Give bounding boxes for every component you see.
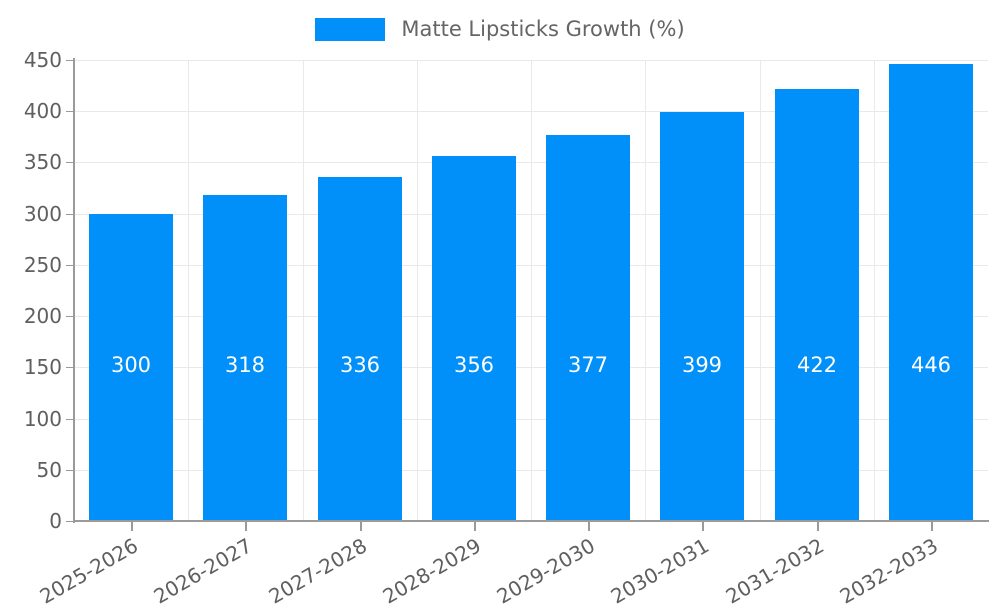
x-axis-tick [588,522,590,531]
y-axis-line [73,58,75,523]
y-axis-tick-label: 400 [23,99,62,124]
bar-value-label: 422 [796,353,838,377]
y-axis-tick-label: 0 [49,509,62,533]
x-axis-tick-label: 2027-2028 [264,533,371,609]
x-axis-tick-label: 2029-2030 [492,533,600,609]
gridline-vertical [645,60,646,521]
x-axis-line [73,520,989,522]
x-axis-tick [702,522,704,531]
y-axis-tick-label: 100 [23,406,62,431]
x-axis-tick-label: 2031-2032 [721,533,828,609]
y-axis-tick-label: 250 [23,252,62,277]
gridline-vertical [874,60,875,521]
bar-value-label: 318 [224,353,266,377]
x-axis-tick [474,522,476,531]
bar[interactable]: 422 [775,89,859,521]
bar[interactable]: 318 [203,195,287,521]
bar[interactable]: 300 [89,214,173,521]
x-axis-tick-label: 2030-2031 [606,533,714,609]
legend-color-swatch [315,17,386,41]
x-axis-tick-label: 2026-2027 [149,533,257,609]
bar-value-label: 399 [681,353,723,377]
y-axis-tick [66,213,74,215]
y-axis-tick-label: 450 [23,48,62,72]
plot-area: 300 318 336 356 377 399 422 446 [74,60,988,522]
x-axis-tick [931,522,933,531]
x-axis-tick [131,522,133,531]
x-axis-tick [245,522,247,531]
y-axis-tick [66,367,74,369]
y-axis-tick [66,60,74,61]
bar[interactable]: 399 [660,112,744,521]
y-axis-tick [66,111,74,113]
bar-value-label: 336 [339,353,381,377]
y-axis-tick-label: 150 [23,355,62,380]
bar-value-label: 356 [453,353,495,377]
y-axis-tick-label: 300 [23,201,62,226]
bar[interactable]: 446 [889,64,973,521]
gridline-vertical [760,60,761,521]
bar[interactable]: 336 [318,177,402,521]
bar-chart-figure: Matte Lipsticks Growth (%) 300 318 336 356 3… [0,10,1000,609]
x-axis-tick-label: 2025-2026 [35,533,143,609]
x-axis-tick-label: 2028-2029 [378,533,485,609]
y-axis-tick-label: 350 [23,150,62,175]
bar[interactable]: 356 [432,156,516,521]
y-axis-tick-label: 200 [23,304,62,329]
chart-legend: Matte Lipsticks Growth (%) [0,10,1000,48]
y-axis-tick [66,469,74,471]
y-axis-tick [66,521,74,522]
y-axis-tick-label: 50 [36,457,62,482]
gridline-vertical [417,60,418,521]
y-axis-tick [66,162,74,164]
bar[interactable]: 377 [546,135,630,521]
y-axis-tick [66,418,74,420]
x-axis-tick [817,522,819,531]
gridline-vertical [188,60,189,521]
legend-label: Matte Lipsticks Growth (%) [401,16,685,41]
y-axis-tick [66,264,74,266]
gridline-vertical [303,60,304,521]
bar-value-label: 446 [910,353,952,377]
bar-value-label: 377 [567,353,609,377]
x-axis-tick [360,522,362,531]
gridline-vertical [531,60,532,521]
y-axis-tick [66,316,74,318]
bar-value-label: 300 [110,353,152,377]
x-axis-tick-label: 2032-2033 [835,533,942,609]
